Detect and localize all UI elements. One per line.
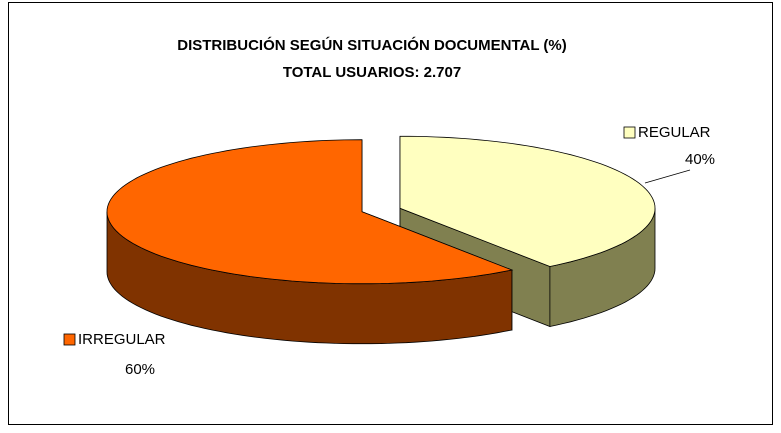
legend-swatch bbox=[63, 333, 76, 346]
chart-title: DISTRIBUCIÓN SEGÚN SITUACIÓN DOCUMENTAL … bbox=[177, 36, 566, 54]
pie-slice bbox=[399, 135, 656, 267]
value-label: 60% bbox=[125, 361, 155, 378]
category-label: IRREGULAR bbox=[78, 331, 166, 348]
category-label: REGULAR bbox=[638, 124, 711, 141]
value-label: 40% bbox=[685, 151, 715, 168]
chart-subtitle: TOTAL USUARIOS: 2.707 bbox=[283, 64, 461, 81]
leader-line bbox=[644, 169, 691, 184]
legend-swatch bbox=[623, 126, 636, 139]
pie-slice bbox=[106, 139, 514, 285]
